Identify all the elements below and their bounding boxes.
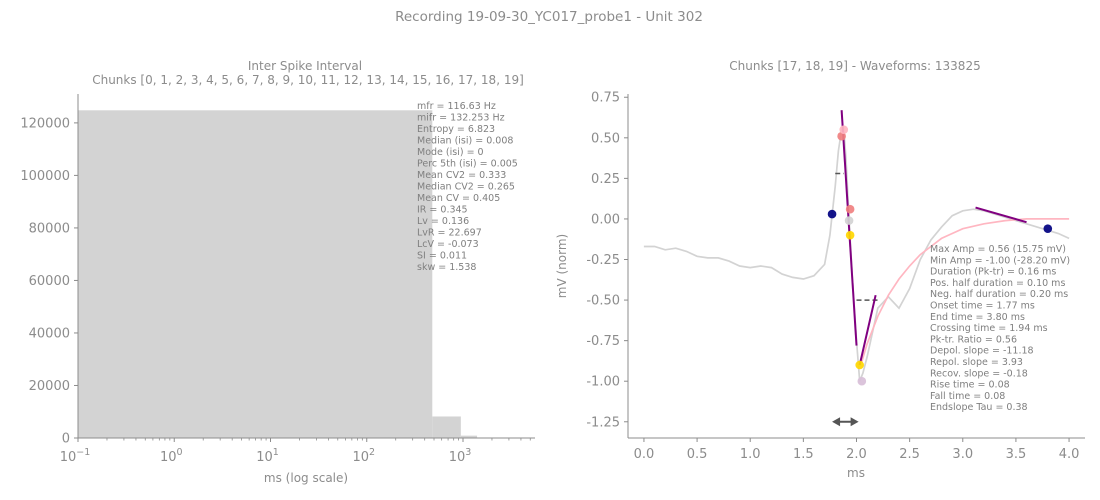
waveform-stat-line: Crossing time = 1.94 ms	[930, 323, 1048, 334]
waveform-stat-line: Rise time = 0.08	[930, 380, 1010, 391]
isi-histogram-panel: Inter Spike Interval Chunks [0, 1, 2, 3,…	[20, 59, 535, 485]
waveform-x-tick-label: 2.0	[846, 447, 867, 462]
isi-x-tick-label: 101	[256, 447, 279, 465]
isi-y-tick-label: 60000	[29, 274, 70, 289]
waveform-x-tick-label: 4.0	[1059, 447, 1080, 462]
isi-stat-line: IR = 0.345	[417, 205, 468, 216]
isi-y-tick-label: 40000	[29, 326, 70, 341]
waveform-x-tick-label: 0.0	[634, 447, 655, 462]
duration-arrow-head-left	[832, 417, 841, 427]
feature-point	[857, 376, 867, 386]
feature-point	[855, 360, 864, 370]
slope-line	[840, 110, 858, 346]
figure-suptitle: Recording 19-09-30_YC017_probe1 - Unit 3…	[395, 9, 703, 25]
waveform-y-tick-label: -1.00	[586, 375, 620, 390]
slope-line	[858, 294, 877, 366]
feature-point	[845, 204, 855, 214]
waveform-stat-line: Neg. half duration = 0.20 ms	[930, 289, 1068, 300]
isi-stat-line: Median CV2 = 0.265	[417, 182, 515, 193]
isi-y-tick-label: 120000	[20, 116, 70, 131]
waveform-stat-line: Recov. slope = -0.18	[930, 368, 1028, 379]
isi-stat-line: skw = 1.538	[417, 262, 476, 273]
isi-x-tick-label: 100	[160, 447, 183, 465]
waveform-y-tick-label: -1.25	[586, 415, 620, 430]
isi-y-tick-label: 0	[62, 432, 70, 447]
isi-stat-line: LcV = -0.073	[417, 239, 479, 250]
isi-stat-line: Mean CV = 0.405	[417, 193, 500, 204]
waveform-stat-line: Onset time = 1.77 ms	[930, 301, 1035, 312]
waveform-stat-line: Endslope Tau = 0.38	[930, 402, 1028, 413]
isi-stat-line: Mode (isi) = 0	[417, 147, 484, 158]
isi-stat-line: SI = 0.011	[417, 251, 467, 262]
isi-y-tick-label: 100000	[20, 169, 70, 184]
waveform-stat-line: Fall time = 0.08	[930, 391, 1005, 402]
waveform-y-tick-label: 0.50	[591, 131, 620, 146]
isi-bar	[432, 416, 461, 438]
isi-stat-line: LvR = 22.697	[417, 228, 482, 239]
waveform-stat-line: Duration (Pk-tr) = 0.16 ms	[930, 267, 1056, 278]
waveform-stat-line: Depol. slope = -11.18	[930, 346, 1034, 357]
waveform-title: Chunks [17, 18, 19] - Waveforms: 133825	[729, 59, 980, 73]
isi-stat-line: Median (isi) = 0.008	[417, 136, 513, 147]
feature-point	[845, 230, 855, 240]
waveform-y-label: mV (norm)	[555, 234, 569, 298]
isi-y-tick-label: 80000	[29, 221, 70, 236]
isi-stat-line: Entropy = 6.823	[417, 124, 495, 135]
isi-stat-line: Mean CV2 = 0.333	[417, 170, 506, 181]
isi-stat-line: mfr = 116.63 Hz	[417, 101, 496, 112]
waveform-stat-line: Pk-tr. Ratio = 0.56	[930, 334, 1017, 345]
isi-x-tick-label: 103	[449, 447, 472, 465]
feature-point	[837, 131, 846, 141]
waveform-stat-line: Repol. slope = 3.93	[930, 357, 1023, 368]
isi-subtitle: Chunks [0, 1, 2, 3, 4, 5, 6, 7, 8, 9, 10…	[92, 73, 524, 87]
waveform-y-tick-label: -0.50	[586, 294, 620, 309]
waveform-stat-line: Max Amp = 0.56 (15.75 mV)	[930, 244, 1066, 255]
slope-line	[975, 206, 1027, 224]
isi-title: Inter Spike Interval	[248, 59, 362, 73]
waveform-y-tick-label: -0.25	[586, 253, 620, 268]
isi-x-tick-label: 10−1	[60, 447, 91, 465]
isi-bar	[78, 110, 433, 438]
isi-y-tick-label: 20000	[29, 379, 70, 394]
isi-stat-line: Perc 5th (isi) = 0.005	[417, 159, 518, 170]
isi-x-label: ms (log scale)	[264, 471, 348, 485]
waveform-y-tick-label: 0.25	[591, 172, 620, 187]
feature-point	[827, 209, 837, 219]
isi-x-tick-label: 102	[352, 447, 375, 465]
waveform-x-tick-label: 0.5	[687, 447, 708, 462]
isi-bar	[460, 435, 478, 438]
duration-arrow-head-right	[850, 417, 859, 427]
waveform-y-tick-label: 0.00	[591, 212, 620, 227]
waveform-x-label: ms	[847, 466, 865, 480]
waveform-x-tick-label: 2.5	[899, 447, 920, 462]
feature-point	[844, 216, 854, 225]
feature-point	[839, 125, 849, 134]
waveform-x-tick-label: 3.0	[952, 447, 973, 462]
waveform-stat-line: Pos. half duration = 0.10 ms	[930, 278, 1065, 289]
feature-point	[1043, 224, 1053, 233]
waveform-x-tick-label: 3.5	[1006, 447, 1027, 462]
waveform-panel: Chunks [17, 18, 19] - Waveforms: 133825 …	[555, 59, 1085, 480]
waveform-x-tick-label: 1.0	[740, 447, 761, 462]
waveform-y-tick-label: -0.75	[586, 334, 620, 349]
isi-stat-line: mifr = 132.253 Hz	[417, 113, 505, 124]
isi-stat-line: Lv = 0.136	[417, 216, 469, 227]
waveform-stat-line: Min Amp = -1.00 (-28.20 mV)	[930, 255, 1070, 266]
waveform-y-tick-label: 0.75	[591, 91, 620, 106]
waveform-stat-line: End time = 3.80 ms	[930, 312, 1025, 323]
waveform-x-tick-label: 1.5	[793, 447, 814, 462]
